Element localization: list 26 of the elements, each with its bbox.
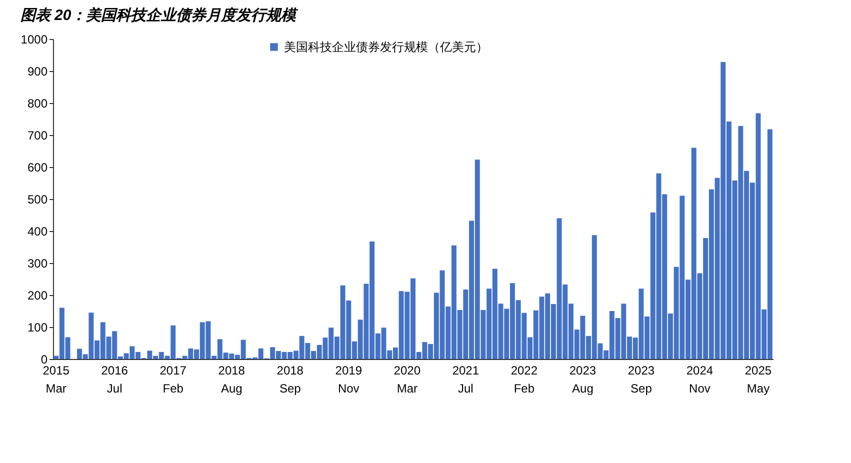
x-tick-label: 2017 Feb <box>160 364 187 396</box>
x-tick-label: 2021 Jul <box>452 364 480 396</box>
x-tick-label: 2022 Feb <box>510 364 538 396</box>
y-tick-label: 800 <box>27 96 48 110</box>
x-tick-label: 2023 Sep <box>628 364 655 396</box>
x-tick-label: 2019 Nov <box>335 364 362 396</box>
chart-title: 图表 20：美国科技企业债券月度发行规模 <box>20 6 300 24</box>
y-tick-label: 400 <box>27 224 48 238</box>
x-tick-label: 2015 Mar <box>42 364 70 396</box>
x-tick-label: 2020 Mar <box>394 364 421 396</box>
y-tick-label: 300 <box>27 256 48 270</box>
legend-label: 美国科技企业债券发行规模（亿美元） <box>284 40 488 54</box>
y-tick-label: 600 <box>27 160 48 174</box>
x-tick-label: 2016 Jul <box>101 364 128 396</box>
y-tick-label: 200 <box>27 288 48 302</box>
y-tick-label: 1000 <box>20 32 48 46</box>
x-tick-label: 2024 Nov <box>686 364 714 396</box>
y-tick-label: 0 <box>40 352 48 366</box>
y-tick-label: 700 <box>27 128 48 142</box>
x-tick-label: 2025 May <box>744 364 772 396</box>
x-tick-label: 2018 Sep <box>276 364 304 396</box>
x-tick-label: 2023 Aug <box>569 364 596 396</box>
y-tick-label: 100 <box>27 320 48 334</box>
y-tick-label: 500 <box>27 192 48 206</box>
x-tick-label: 2018 Aug <box>218 364 246 396</box>
y-tick-label: 900 <box>27 64 48 78</box>
